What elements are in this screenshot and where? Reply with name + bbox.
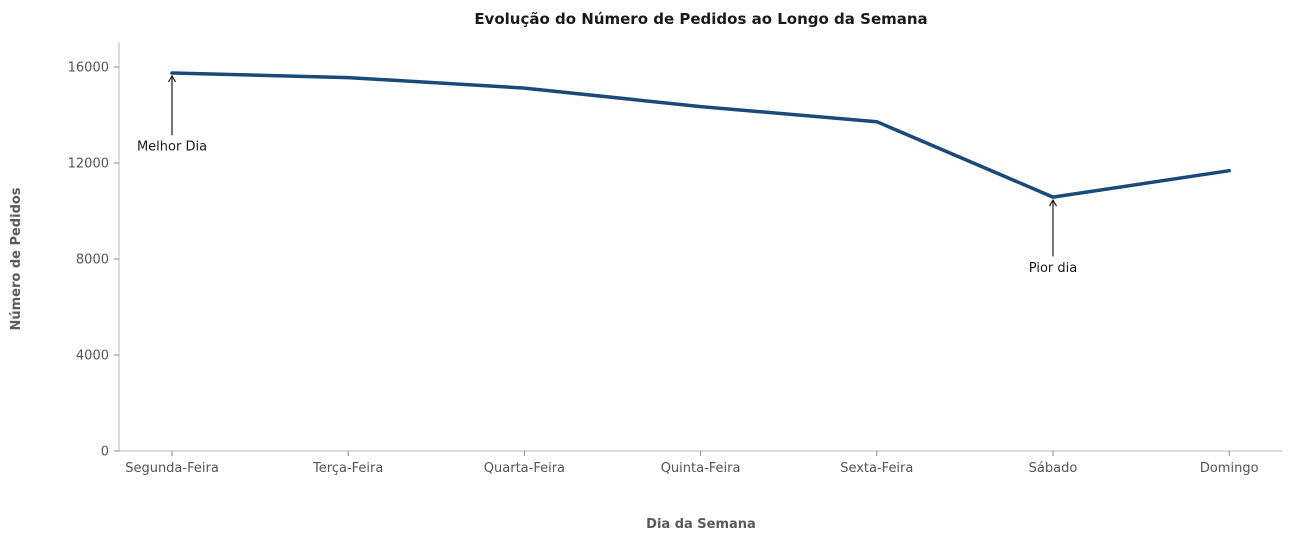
x-tick-label: Segunda-Feira xyxy=(125,461,219,476)
y-tick-label: 4000 xyxy=(76,349,109,364)
annotation-arrowhead xyxy=(1048,198,1058,207)
x-tick-label: Quinta-Feira xyxy=(661,461,741,476)
x-axis-label: Dia da Semana xyxy=(646,517,756,532)
x-tick-label: Sexta-Feira xyxy=(840,461,913,476)
y-ticks: 0 4000 8000 12000 16000 xyxy=(68,61,119,460)
chart-title: Evolução do Número de Pedidos ao Longo d… xyxy=(474,10,927,28)
x-ticks: Segunda-Feira Terça-Feira Quarta-Feira Quin… xyxy=(125,451,1259,476)
x-tick-label: Sábado xyxy=(1029,461,1078,476)
series-line xyxy=(170,71,1231,199)
annotation-label: Pior dia xyxy=(1029,261,1077,276)
x-tick-label: Terça-Feira xyxy=(312,461,383,476)
series-group xyxy=(170,71,1231,199)
y-tick-label: 8000 xyxy=(76,253,109,268)
y-tick-label: 12000 xyxy=(68,157,109,172)
y-axis-label: Número de Pedidos xyxy=(9,187,24,330)
annotations: Melhor Dia Pior dia xyxy=(137,74,1077,276)
x-tick-label: Domingo xyxy=(1200,461,1259,476)
y-tick-label: 16000 xyxy=(68,61,109,76)
x-tick-label: Quarta-Feira xyxy=(484,461,565,476)
annotation-arrowhead xyxy=(167,74,177,83)
annotation-label: Melhor Dia xyxy=(137,140,207,155)
y-tick-label: 0 xyxy=(101,445,109,460)
